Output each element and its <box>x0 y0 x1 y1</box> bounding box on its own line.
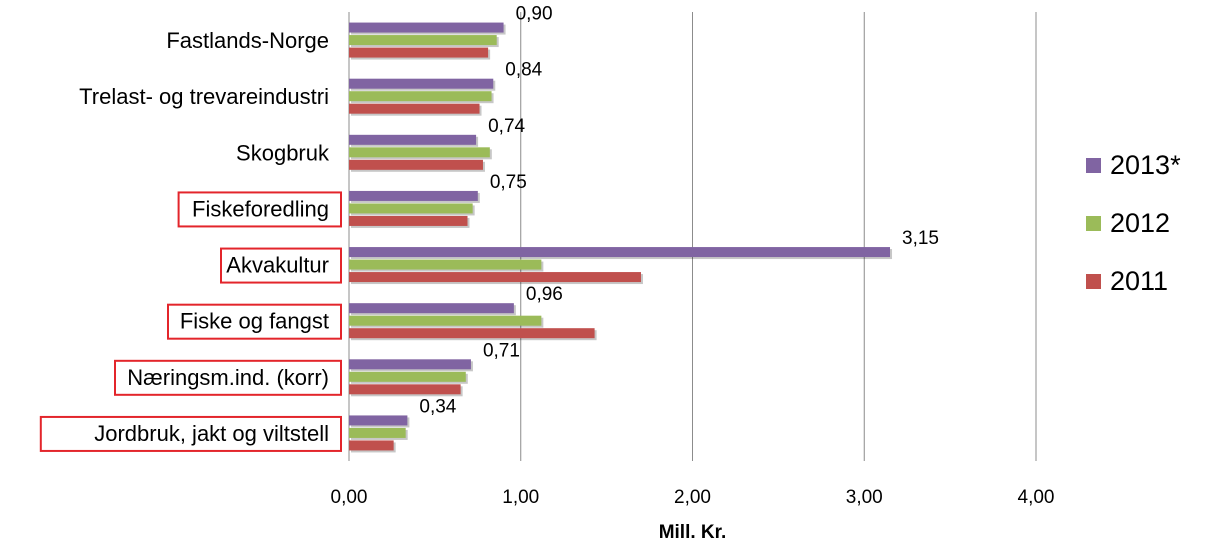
category-label: Skogbruk <box>236 140 330 165</box>
data-label: 0,96 <box>526 284 563 305</box>
bar <box>349 135 476 145</box>
category-label: Jordbruk, jakt og viltstell <box>94 421 329 446</box>
x-axis-title: Mill. Kr. <box>659 522 727 543</box>
bar <box>349 203 473 213</box>
bars <box>349 23 892 453</box>
x-tick-label: 4,00 <box>1018 487 1055 508</box>
category-label: Trelast- og trevareindustri <box>79 84 329 109</box>
bar <box>349 147 490 157</box>
bar <box>349 216 468 226</box>
data-label: 0,75 <box>490 172 527 193</box>
bar <box>349 428 406 438</box>
x-tick-label: 1,00 <box>502 487 539 508</box>
bar <box>349 35 497 45</box>
bar <box>349 260 541 270</box>
category-label: Fiske og fangst <box>180 309 329 334</box>
x-tick-label: 2,00 <box>674 487 711 508</box>
legend-swatch <box>1086 216 1101 231</box>
bar <box>349 160 483 170</box>
bar <box>349 91 492 101</box>
bar <box>349 48 488 58</box>
bar <box>349 272 641 282</box>
category-label: Fiskeforedling <box>192 196 329 221</box>
data-label: 0,71 <box>483 340 520 361</box>
bar <box>349 191 478 201</box>
bar <box>349 79 493 89</box>
bar <box>349 440 394 450</box>
data-label: 0,74 <box>488 116 525 137</box>
bar <box>349 415 407 425</box>
data-label: 0,90 <box>516 4 553 25</box>
data-label: 0,34 <box>419 396 456 417</box>
bar <box>349 303 514 313</box>
bar <box>349 23 504 33</box>
x-tick-label: 3,00 <box>846 487 883 508</box>
legend-label: 2012 <box>1110 208 1170 238</box>
category-label: Næringsm.ind. (korr) <box>127 365 329 390</box>
legend-label: 2013* <box>1110 150 1181 180</box>
x-tick-label: 0,00 <box>331 487 368 508</box>
legend-swatch <box>1086 274 1101 289</box>
bar <box>349 372 466 382</box>
data-label: 3,15 <box>902 228 939 249</box>
bar <box>349 247 890 257</box>
bar <box>349 104 480 114</box>
bar <box>349 316 541 326</box>
legend: 2013* 2012 2011 <box>1086 150 1181 296</box>
legend-label: 2011 <box>1110 266 1168 296</box>
bar <box>349 328 595 338</box>
legend-swatch <box>1086 158 1101 173</box>
category-label: Akvakultur <box>226 253 329 278</box>
category-label: Fastlands-Norge <box>166 28 329 53</box>
bar <box>349 384 461 394</box>
bar <box>349 359 471 369</box>
data-label: 0,84 <box>505 60 542 81</box>
